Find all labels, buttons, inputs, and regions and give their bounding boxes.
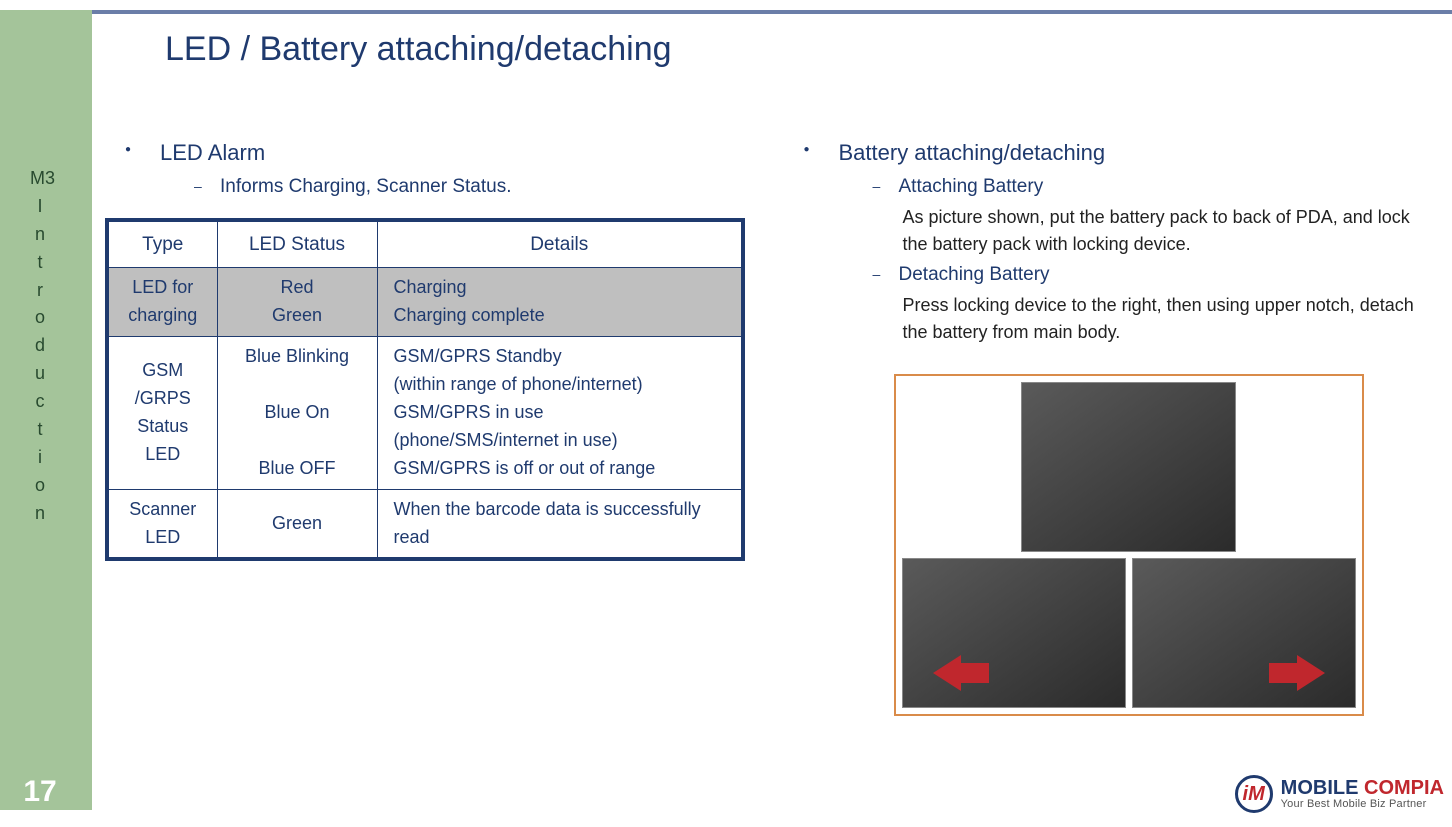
logo-mark-icon: iM: [1235, 775, 1273, 813]
cell-type: LED for charging: [107, 268, 217, 337]
battery-subheading: Attaching Battery: [899, 176, 1433, 198]
cell-details: ChargingCharging complete: [377, 268, 743, 337]
led-alarm-section: LED Alarm Informs Charging, Scanner Stat…: [105, 140, 754, 198]
left-column: LED Alarm Informs Charging, Scanner Stat…: [105, 140, 754, 767]
arrow-left-icon: [933, 655, 961, 691]
th-details: Details: [377, 220, 743, 268]
right-column: Battery attaching/detaching Attaching Ba…: [784, 140, 1433, 767]
battery-body-text: As picture shown, put the battery pack t…: [899, 204, 1433, 258]
led-status-table: Type LED Status Details LED for charging…: [105, 218, 745, 561]
logo-main-blue: MOBILE: [1281, 777, 1364, 799]
table-row: Scanner LEDGreenWhen the barcode data is…: [107, 489, 743, 559]
th-type: Type: [107, 220, 217, 268]
th-led-status: LED Status: [217, 220, 377, 268]
page-title: LED / Battery attaching/detaching: [165, 30, 672, 69]
arrow-right-icon: [1297, 655, 1325, 691]
battery-body-text: Press locking device to the right, then …: [899, 292, 1433, 346]
cell-details: GSM/GPRS Standby(within range of phone/i…: [377, 337, 743, 489]
battery-photo-bottom-left: [902, 558, 1126, 708]
led-alarm-sub: Informs Charging, Scanner Status.: [160, 176, 754, 198]
logo-main-red: COMPIA: [1364, 777, 1444, 799]
table-row: LED for chargingRedGreenChargingCharging…: [107, 268, 743, 337]
cell-led-status: Green: [217, 489, 377, 559]
logo-tagline: Your Best Mobile Biz Partner: [1281, 799, 1444, 811]
cell-type: Scanner LED: [107, 489, 217, 559]
cell-led-status: RedGreen: [217, 268, 377, 337]
led-alarm-heading: LED Alarm: [160, 140, 265, 165]
page-number: 17: [10, 775, 70, 809]
cell-led-status: Blue Blinking Blue On Blue OFF: [217, 337, 377, 489]
battery-sub-item: Attaching Battery As picture shown, put t…: [839, 176, 1433, 258]
battery-section: Battery attaching/detaching Attaching Ba…: [784, 140, 1433, 346]
cell-details: When the barcode data is successfully re…: [377, 489, 743, 559]
logo-text: MOBILE COMPIA Your Best Mobile Biz Partn…: [1281, 778, 1444, 811]
battery-photo-top: [1021, 382, 1236, 552]
led-alarm-sub-text: Informs Charging, Scanner Status.: [220, 176, 511, 197]
table-row: GSM /GRPS Status LEDBlue Blinking Blue O…: [107, 337, 743, 489]
battery-heading: Battery attaching/detaching: [839, 140, 1106, 165]
battery-photo-block: [894, 374, 1364, 716]
cell-type: GSM /GRPS Status LED: [107, 337, 217, 489]
battery-sub-item: Detaching Battery Press locking device to…: [839, 264, 1433, 346]
sidebar-vertical-label: M3 I n t r o d u c t i o n: [30, 165, 50, 528]
footer-logo: iM MOBILE COMPIA Your Best Mobile Biz Pa…: [1235, 775, 1444, 813]
content-columns: LED Alarm Informs Charging, Scanner Stat…: [105, 140, 1432, 767]
battery-photo-bottom-right: [1132, 558, 1356, 708]
battery-subheading: Detaching Battery: [899, 264, 1433, 286]
